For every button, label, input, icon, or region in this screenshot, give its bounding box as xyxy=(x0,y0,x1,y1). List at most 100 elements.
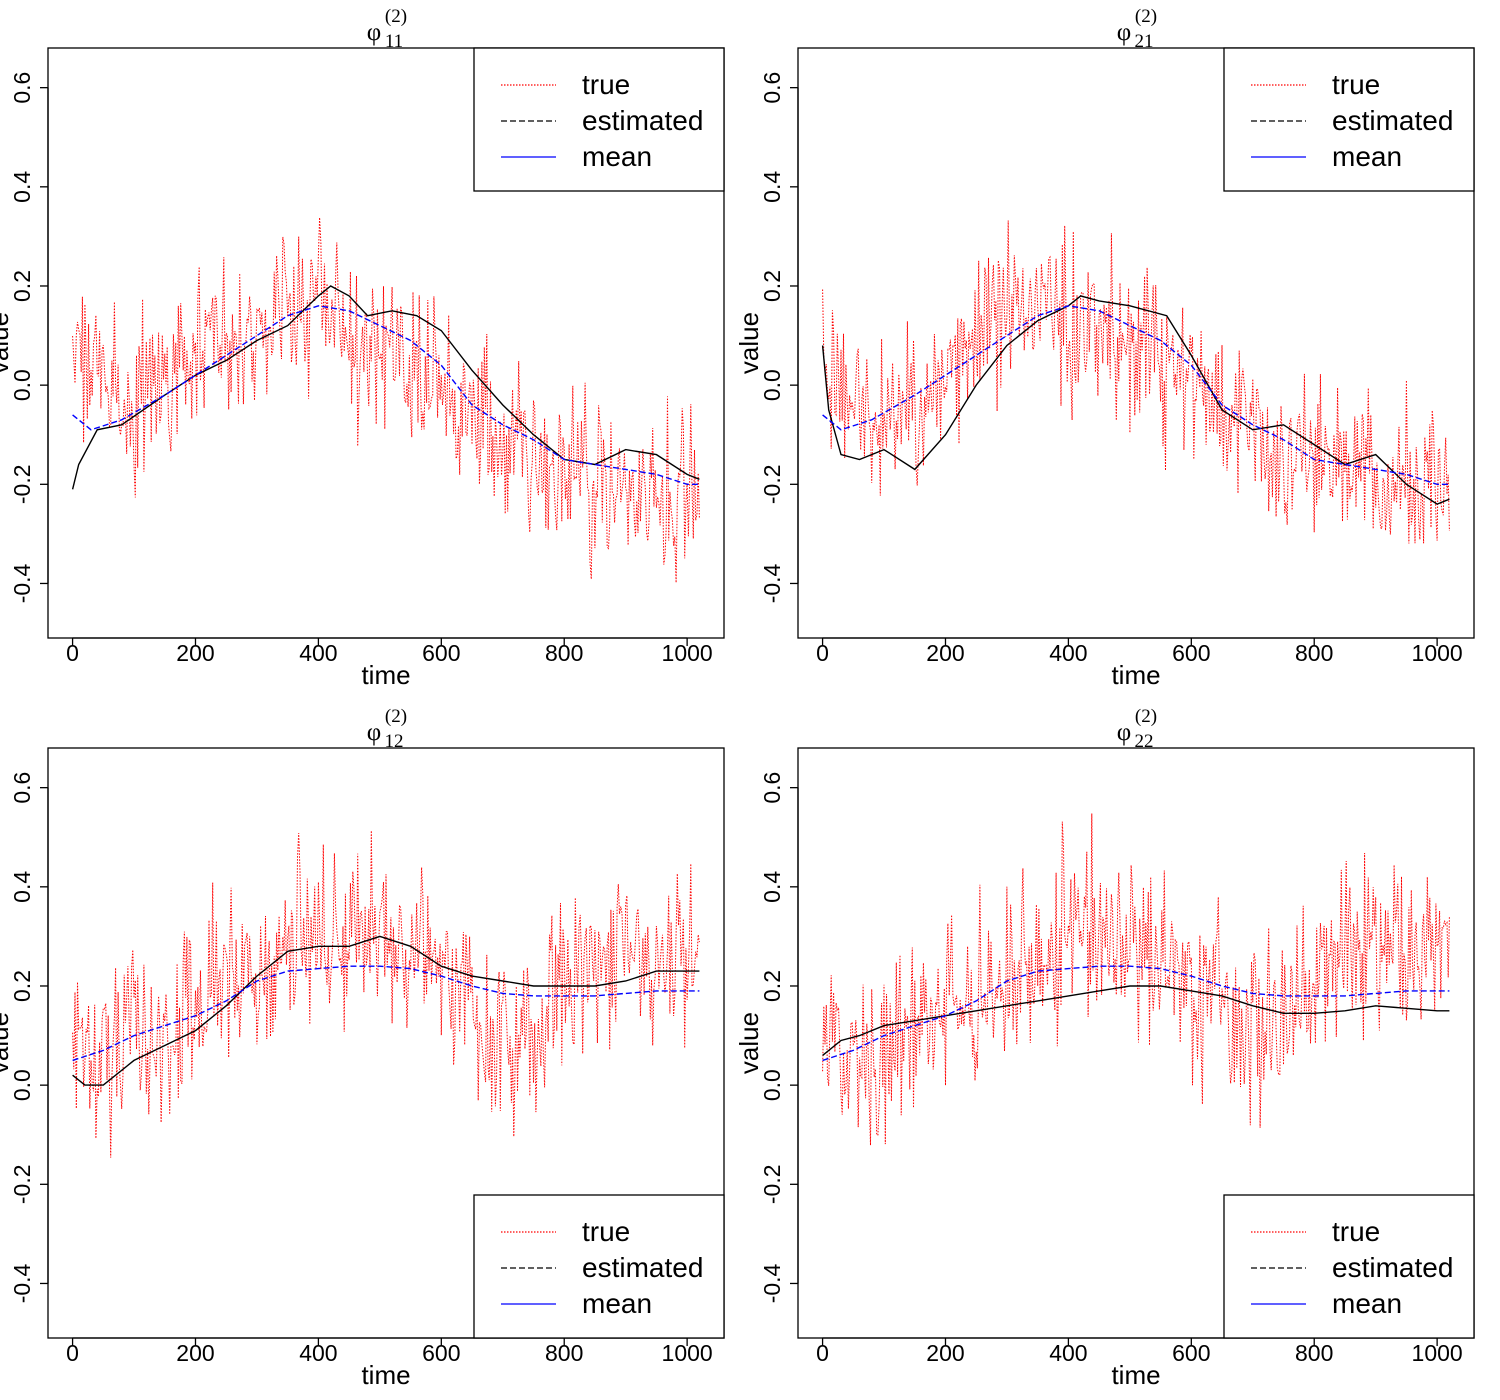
series-line-true xyxy=(72,830,700,1158)
x-tick-label: 800 xyxy=(545,640,583,666)
x-tick-label: 0 xyxy=(816,1340,829,1366)
x-tick-label: 400 xyxy=(1049,640,1087,666)
legend-label-estimated: estimated xyxy=(1332,1252,1453,1283)
y-tick-label: 0.4 xyxy=(759,171,785,203)
y-tick-label: 0.0 xyxy=(9,1069,35,1101)
x-tick-label: 200 xyxy=(926,1340,964,1366)
series-line-true xyxy=(72,217,700,583)
x-tick-label: 400 xyxy=(299,640,337,666)
x-axis-label: time xyxy=(361,1360,410,1390)
legend-label-mean: mean xyxy=(582,141,652,172)
x-tick-label: 600 xyxy=(1172,1340,1210,1366)
series-line-true xyxy=(822,220,1450,544)
legend-label-mean: mean xyxy=(1332,1288,1402,1319)
y-tick-label: -0.4 xyxy=(759,1263,785,1303)
y-tick-label: 0.6 xyxy=(759,772,785,804)
x-tick-label: 800 xyxy=(1295,640,1333,666)
legend-box xyxy=(1223,47,1475,192)
y-tick-label: 0.2 xyxy=(9,270,35,302)
y-tick-label: 0.4 xyxy=(9,871,35,903)
x-tick-label: 400 xyxy=(299,1340,337,1366)
y-tick-label: -0.2 xyxy=(759,464,785,504)
y-tick-label: 0.0 xyxy=(759,1069,785,1101)
panel-title: φ xyxy=(1117,19,1131,46)
x-axis-label: time xyxy=(1111,1360,1160,1390)
series-line-mean xyxy=(72,305,700,485)
y-tick-label: 0.2 xyxy=(9,970,35,1002)
x-tick-label: 400 xyxy=(1049,1340,1087,1366)
title-superscript: (2) xyxy=(1135,6,1157,27)
y-tick-label: 0.6 xyxy=(759,72,785,104)
x-tick-label: 800 xyxy=(1295,1340,1333,1366)
legend: true estimated mean xyxy=(473,1194,725,1339)
series-line-true xyxy=(822,813,1450,1146)
y-tick-label: 0.2 xyxy=(759,270,785,302)
chart-panel-22: φ(2) 22 0 200 400 600 800 1000 time -0.4 -0.2 0.0 0.… xyxy=(734,706,1475,1390)
y-tick-label: 0.4 xyxy=(759,871,785,903)
x-tick-label: 1000 xyxy=(1412,640,1463,666)
chart-panel-21: φ(2) 21 0 200 400 600 800 1000 time -0.4 -0.2 0.0 0.… xyxy=(734,6,1475,690)
plot-area xyxy=(822,813,1450,1146)
title-symbol: φ xyxy=(1117,19,1131,46)
x-tick-label: 0 xyxy=(66,1340,79,1366)
y-tick-label: 0.6 xyxy=(9,72,35,104)
title-symbol: φ xyxy=(367,19,381,46)
chart-panel-12: φ(2) 12 0 200 400 600 800 1000 time -0.4 -0.2 0.0 0.… xyxy=(0,706,725,1390)
title-subscript: 11 xyxy=(385,31,403,52)
legend: true estimated mean xyxy=(1223,47,1475,192)
x-tick-label: 1000 xyxy=(662,1340,713,1366)
x-tick-label: 200 xyxy=(176,640,214,666)
legend: true estimated mean xyxy=(1223,1194,1475,1339)
y-axis-label: value xyxy=(734,312,764,374)
y-tick-label: -0.4 xyxy=(9,563,35,603)
x-tick-label: 800 xyxy=(545,1340,583,1366)
series-line-estimated xyxy=(822,985,1450,1056)
y-axis-label: value xyxy=(0,312,14,374)
legend-label-true: true xyxy=(582,69,630,100)
title-symbol: φ xyxy=(367,719,381,746)
plot-area xyxy=(821,220,1450,544)
x-tick-label: 600 xyxy=(1172,640,1210,666)
series-line-mean xyxy=(72,965,700,1062)
x-tick-label: 600 xyxy=(422,640,460,666)
x-tick-label: 0 xyxy=(816,640,829,666)
series-line-estimated xyxy=(821,295,1450,505)
legend-box xyxy=(473,1194,725,1339)
x-tick-label: 1000 xyxy=(662,640,713,666)
legend-label-estimated: estimated xyxy=(1332,105,1453,136)
title-symbol: φ xyxy=(1117,719,1131,746)
x-axis-label: time xyxy=(361,660,410,690)
title-subscript: 21 xyxy=(1135,31,1154,52)
y-axis-label: value xyxy=(734,1012,764,1074)
legend-label-mean: mean xyxy=(1332,141,1402,172)
title-subscript: 12 xyxy=(385,731,404,752)
legend: true estimated mean xyxy=(473,47,725,192)
y-tick-label: 0.6 xyxy=(9,772,35,804)
y-axis-label: value xyxy=(0,1012,14,1074)
legend-label-true: true xyxy=(582,1216,630,1247)
y-tick-label: -0.4 xyxy=(9,1263,35,1303)
y-tick-label: 0.0 xyxy=(759,369,785,401)
y-tick-label: -0.2 xyxy=(759,1164,785,1204)
x-axis-label: time xyxy=(1111,660,1160,690)
title-superscript: (2) xyxy=(385,6,407,27)
y-tick-label: -0.4 xyxy=(759,563,785,603)
plot-area xyxy=(71,217,700,583)
legend-box xyxy=(473,47,725,192)
y-tick-label: -0.2 xyxy=(9,1164,35,1204)
x-tick-label: 200 xyxy=(176,1340,214,1366)
y-tick-label: -0.2 xyxy=(9,464,35,504)
series-line-mean xyxy=(822,965,1450,1062)
y-tick-label: 0.0 xyxy=(9,369,35,401)
plot-area xyxy=(72,830,700,1158)
y-tick-label: 0.4 xyxy=(9,171,35,203)
legend-label-true: true xyxy=(1332,1216,1380,1247)
y-tick-label: 0.2 xyxy=(759,970,785,1002)
x-tick-label: 600 xyxy=(422,1340,460,1366)
legend-label-estimated: estimated xyxy=(582,105,703,136)
x-tick-label: 0 xyxy=(66,640,79,666)
title-superscript: (2) xyxy=(1135,706,1157,727)
title-subscript: 22 xyxy=(1135,731,1154,752)
legend-label-estimated: estimated xyxy=(582,1252,703,1283)
